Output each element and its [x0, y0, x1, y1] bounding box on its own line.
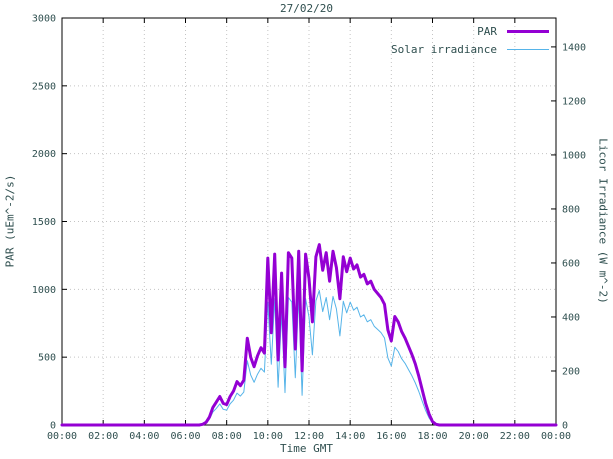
svg-text:1400: 1400	[562, 42, 586, 53]
svg-text:0: 0	[50, 421, 56, 432]
right-axis-label: Licor Irradiance (W m^-2)	[596, 138, 610, 304]
svg-text:10:00: 10:00	[253, 431, 283, 442]
svg-text:2500: 2500	[32, 81, 56, 92]
svg-text:1000: 1000	[32, 285, 56, 296]
svg-text:00:00: 00:00	[541, 431, 571, 442]
svg-text:12:00: 12:00	[294, 431, 324, 442]
legend-item-solar: Solar irradiance	[391, 43, 549, 56]
legend-label-par: PAR	[477, 25, 497, 38]
legend-line-par	[507, 30, 549, 33]
svg-text:3000: 3000	[32, 14, 56, 25]
svg-text:00:00: 00:00	[47, 431, 77, 442]
svg-text:400: 400	[562, 312, 580, 323]
svg-text:2000: 2000	[32, 149, 56, 160]
svg-text:20:00: 20:00	[459, 431, 489, 442]
chart-legend: PAR Solar irradiance	[391, 25, 549, 56]
svg-text:600: 600	[562, 258, 580, 269]
svg-text:800: 800	[562, 204, 580, 215]
chart-title: 27/02/20	[280, 2, 333, 15]
svg-text:08:00: 08:00	[212, 431, 242, 442]
svg-text:06:00: 06:00	[170, 431, 200, 442]
x-axis-label: Time GMT	[280, 442, 333, 455]
svg-text:18:00: 18:00	[417, 431, 447, 442]
svg-text:04:00: 04:00	[129, 431, 159, 442]
svg-text:1200: 1200	[562, 96, 586, 107]
svg-text:1500: 1500	[32, 217, 56, 228]
svg-text:14:00: 14:00	[335, 431, 365, 442]
legend-item-par: PAR	[477, 25, 549, 38]
svg-text:200: 200	[562, 366, 580, 377]
left-axis-label: PAR (uEm^-2/s)	[3, 174, 17, 268]
svg-text:1000: 1000	[562, 150, 586, 161]
svg-text:02:00: 02:00	[88, 431, 118, 442]
svg-text:0: 0	[562, 421, 568, 432]
svg-text:16:00: 16:00	[376, 431, 406, 442]
legend-label-solar: Solar irradiance	[391, 43, 497, 56]
svg-text:500: 500	[38, 353, 56, 364]
legend-line-solar	[507, 49, 549, 50]
svg-text:22:00: 22:00	[500, 431, 530, 442]
